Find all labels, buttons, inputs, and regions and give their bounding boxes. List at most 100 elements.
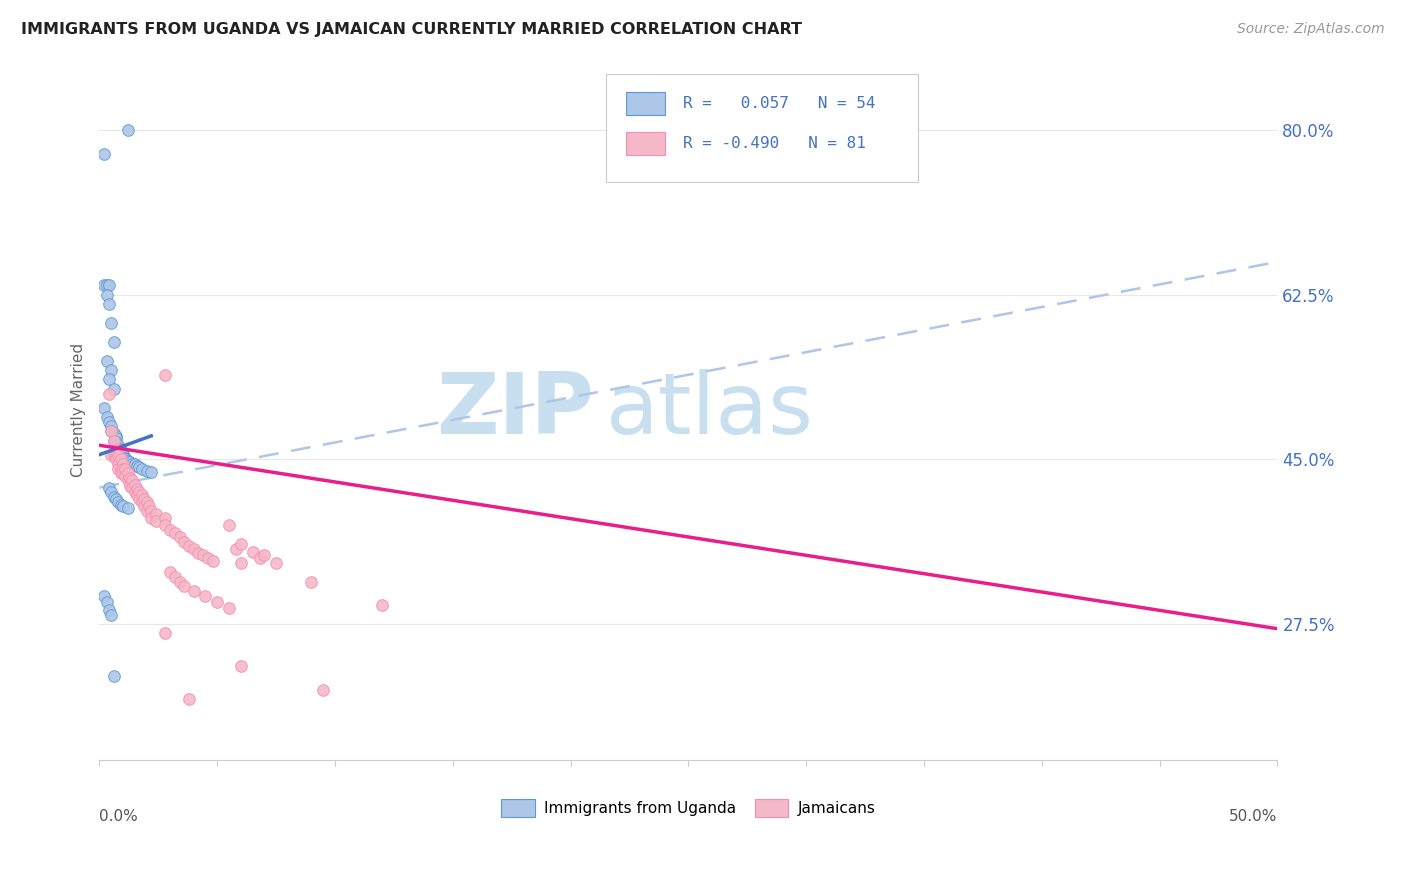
Point <box>111 500 134 514</box>
Point <box>107 448 129 462</box>
Point <box>124 457 146 471</box>
Point <box>100 485 122 500</box>
Text: 50.0%: 50.0% <box>1229 809 1278 824</box>
Point <box>131 488 153 502</box>
Point <box>93 146 115 161</box>
FancyBboxPatch shape <box>626 92 665 115</box>
Point <box>114 452 136 467</box>
Point <box>121 481 143 495</box>
Point <box>104 452 127 467</box>
Point <box>173 579 195 593</box>
Point <box>155 368 177 382</box>
Point <box>127 458 149 473</box>
Point <box>117 467 139 481</box>
Point <box>104 491 127 506</box>
Point <box>191 549 214 563</box>
Point <box>103 334 125 349</box>
Point <box>141 504 163 518</box>
Point <box>163 525 186 540</box>
Point <box>114 462 136 476</box>
Point <box>155 626 177 640</box>
Point <box>264 556 287 570</box>
Point <box>183 541 205 556</box>
Point <box>134 491 156 506</box>
Point <box>97 481 120 495</box>
Point <box>104 429 127 443</box>
Point <box>225 541 247 556</box>
Point <box>96 353 118 368</box>
Point <box>145 514 167 528</box>
FancyBboxPatch shape <box>606 74 918 182</box>
Point <box>104 442 127 457</box>
Point <box>128 491 150 506</box>
Point <box>100 419 122 434</box>
Point <box>111 448 134 462</box>
Text: R = -0.490   N = 81: R = -0.490 N = 81 <box>682 136 866 152</box>
Point <box>93 401 115 415</box>
Point <box>249 551 271 566</box>
Text: ZIP: ZIP <box>436 368 595 451</box>
Point <box>103 382 125 396</box>
Point <box>120 471 142 485</box>
Point <box>110 452 132 467</box>
Point <box>110 498 132 512</box>
Point <box>229 537 252 551</box>
Point <box>242 544 264 558</box>
Point <box>107 494 129 508</box>
Point <box>177 539 200 553</box>
Point <box>131 494 153 508</box>
Text: IMMIGRANTS FROM UGANDA VS JAMAICAN CURRENTLY MARRIED CORRELATION CHART: IMMIGRANTS FROM UGANDA VS JAMAICAN CURRE… <box>21 22 801 37</box>
Point <box>96 287 118 301</box>
Point <box>159 523 181 537</box>
Point <box>135 494 157 508</box>
Point <box>169 574 191 589</box>
Point <box>100 424 122 438</box>
Point <box>121 457 143 471</box>
Point <box>100 316 122 330</box>
Point <box>100 363 122 377</box>
Point <box>107 457 129 471</box>
Text: Source: ZipAtlas.com: Source: ZipAtlas.com <box>1237 22 1385 37</box>
Point <box>134 500 156 514</box>
Point <box>93 589 115 603</box>
Point <box>100 424 122 438</box>
Point <box>97 278 120 293</box>
Point <box>141 465 163 479</box>
Point <box>218 601 240 615</box>
Point <box>103 490 125 504</box>
Point <box>128 459 150 474</box>
Point <box>111 447 134 461</box>
Point <box>96 278 118 293</box>
Point <box>111 467 134 481</box>
Point <box>93 278 115 293</box>
Point <box>110 462 132 476</box>
Point <box>117 454 139 468</box>
Point <box>104 431 127 445</box>
Point <box>117 473 139 487</box>
Point <box>104 435 127 450</box>
Point <box>97 415 120 429</box>
Point <box>127 483 149 497</box>
Text: 0.0%: 0.0% <box>100 809 138 824</box>
Point <box>100 448 122 462</box>
Point <box>110 445 132 459</box>
Point <box>135 464 157 478</box>
Point <box>97 386 120 401</box>
Point <box>183 584 205 599</box>
Point <box>104 448 127 462</box>
Point <box>197 551 219 566</box>
Point <box>103 434 125 448</box>
Point <box>155 510 177 524</box>
Text: R =   0.057   N = 54: R = 0.057 N = 54 <box>682 96 875 112</box>
Point <box>371 598 394 612</box>
Point <box>97 372 120 386</box>
Point <box>111 457 134 471</box>
Point <box>103 448 125 462</box>
Point <box>103 425 125 440</box>
Point <box>107 441 129 455</box>
Point <box>97 603 120 617</box>
Point <box>145 507 167 521</box>
Point <box>96 410 118 425</box>
Point <box>187 546 209 560</box>
Point <box>177 692 200 706</box>
